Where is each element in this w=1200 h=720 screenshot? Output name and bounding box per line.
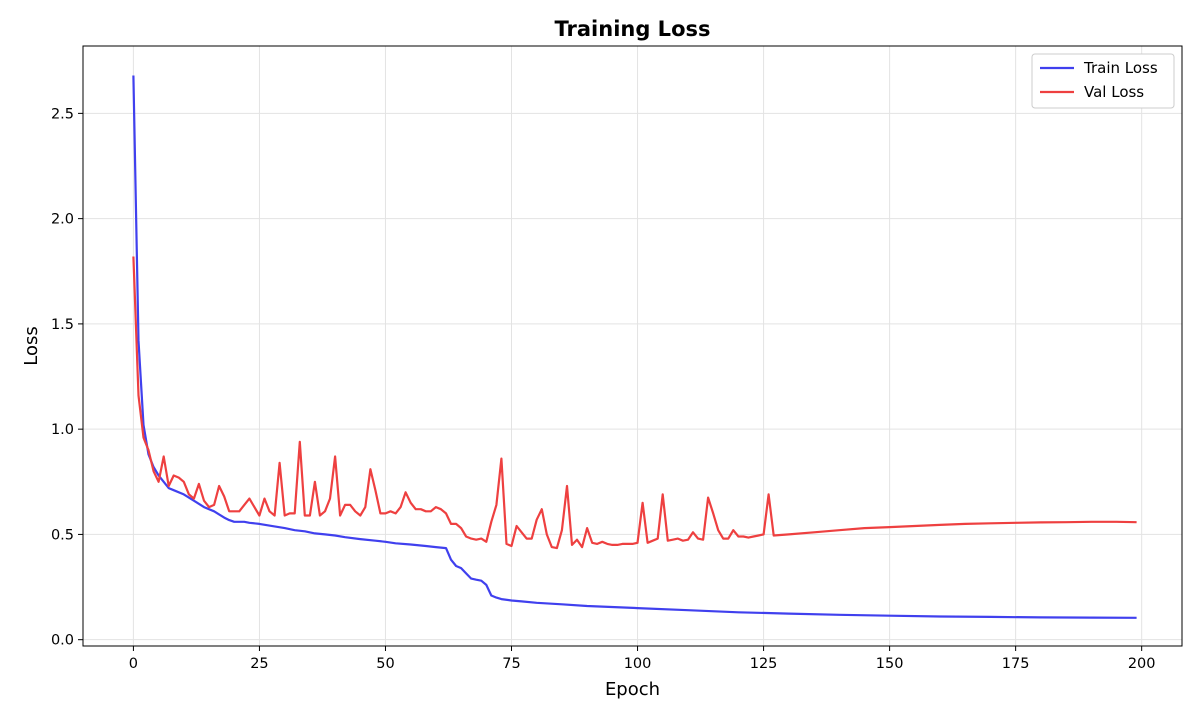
- x-tick-label: 100: [624, 656, 652, 672]
- x-tick-label: 150: [876, 656, 904, 672]
- legend-label: Val Loss: [1084, 83, 1144, 101]
- y-tick-label: 0.0: [51, 633, 74, 649]
- legend-entry: Train Loss: [1040, 59, 1158, 77]
- x-tick-label: 75: [502, 656, 520, 672]
- plot-frame: [82, 45, 1183, 647]
- y-axis-label: Loss: [21, 326, 42, 365]
- series-lines: [132, 75, 1137, 619]
- legend: Train Loss Val Loss: [1031, 53, 1175, 109]
- x-tick-label: 25: [250, 656, 268, 672]
- legend-label: Train Loss: [1083, 59, 1158, 77]
- y-axis-ticks: 0.0 0.5 1.0 1.5 2.0 2.5: [51, 106, 83, 649]
- chart-title: Training Loss: [555, 17, 711, 41]
- x-axis-ticks: 0 25 50 75 100 125 150 175 200: [129, 646, 1156, 672]
- x-axis-label: Epoch: [605, 679, 660, 700]
- y-tick-label: 1.5: [51, 317, 74, 333]
- x-tick-label: 175: [1002, 656, 1030, 672]
- y-tick-label: 0.5: [51, 527, 74, 543]
- x-tick-label: 125: [750, 656, 778, 672]
- series-line-val-loss: [132, 256, 1137, 550]
- legend-entry: Val Loss: [1040, 83, 1144, 101]
- x-tick-label: 0: [129, 656, 138, 672]
- x-tick-label: 200: [1128, 656, 1156, 672]
- y-tick-label: 2.0: [51, 212, 74, 228]
- y-tick-label: 1.0: [51, 422, 74, 438]
- y-tick-label: 2.5: [51, 106, 74, 122]
- grid: [83, 46, 1182, 646]
- x-tick-label: 50: [376, 656, 394, 672]
- series-line-train-loss: [132, 75, 1137, 619]
